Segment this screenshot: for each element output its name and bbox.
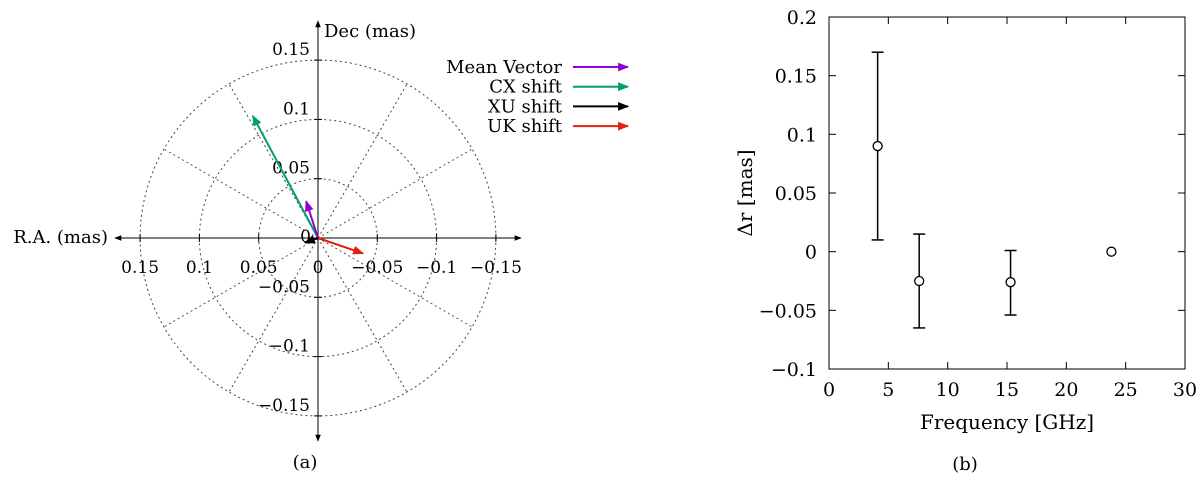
y-tick-label: 0.05: [775, 183, 817, 205]
ra-tick-label: 0.05: [240, 258, 278, 278]
y-tick-label: 0.1: [787, 124, 817, 146]
vector-mean-vector: [304, 200, 319, 239]
x-tick-label: 10: [936, 379, 960, 401]
frequency-ticks: 0 5 10 15 20 25 30: [823, 17, 1197, 401]
y-tick-label: 0.2: [787, 7, 817, 29]
vector-plot-panel: 0.15 0.1 0.05 0 −0.05 −0.1 −0.15 0.150.10.05−0…: [13, 20, 630, 473]
x-tick-label: 25: [1114, 379, 1138, 401]
data-point-1: [871, 51, 884, 241]
x-tick-label: 20: [1054, 379, 1078, 401]
data-point-3: [1004, 249, 1017, 316]
dec-tick-label: 0: [300, 227, 311, 247]
x-tick-label: 15: [995, 379, 1019, 401]
shift-vectors: [251, 114, 365, 255]
point-marker: [914, 275, 925, 287]
legend-label: XU shift: [488, 96, 563, 117]
dec-tick-label: 0.1: [283, 99, 310, 119]
x-tick-label: 0: [823, 379, 835, 401]
legend-label: CX shift: [489, 77, 563, 98]
grid-spoke-2: [317, 83, 408, 239]
ra-tick-label: 0.1: [186, 258, 213, 278]
plot-frame: [828, 16, 1186, 370]
ra-tick-label: −0.1: [416, 258, 457, 278]
panel-a-caption: (a): [293, 452, 318, 473]
x-tick-label: 30: [1173, 379, 1197, 401]
point-marker: [1106, 246, 1117, 257]
vector-uk-shift: [317, 237, 365, 255]
grid-spoke-1: [317, 148, 473, 239]
vector-xu-shift: [303, 235, 319, 244]
y-tick-label: −0.05: [759, 300, 817, 322]
legend-label: UK shift: [487, 116, 563, 137]
panel-b-caption: (b): [952, 454, 978, 475]
point-marker: [872, 140, 883, 152]
dec-tick-label: 0.05: [272, 159, 310, 179]
dec-tick-label: −0.1: [269, 337, 310, 357]
ra-tick-label: −0.05: [351, 258, 403, 278]
scatter-plot-panel: 0 5 10 15 20 25 30 −0.1 −0.05 0 0.05 0.1 0.15 0.2 Fr…: [733, 7, 1197, 475]
y-tick-label: −0.1: [771, 359, 817, 381]
delta-r-ticks: −0.1 −0.05 0 0.05 0.1 0.15 0.2: [759, 7, 1185, 381]
ra-tick-label: −0.15: [470, 258, 522, 278]
polar-axes: [114, 20, 522, 442]
dec-tick-label: −0.15: [258, 396, 310, 416]
legend-label: Mean Vector: [446, 57, 562, 78]
data-point-2: [913, 233, 926, 329]
vector-cx-shift: [251, 114, 319, 239]
ra-tick-labels: 0.15 0.1 0.05 0 −0.05 −0.1 −0.15: [121, 234, 522, 278]
x-tick-label: 5: [882, 379, 894, 401]
frequency-axis-label: Frequency [GHz]: [920, 410, 1094, 434]
data-point-4: [1106, 246, 1117, 257]
grid-spoke-11: [317, 237, 473, 328]
y-tick-label: 0.15: [775, 66, 817, 88]
ra-tick-label: 0.15: [121, 258, 159, 278]
dec-tick-label: 0.15: [272, 40, 310, 60]
data-points: [871, 51, 1117, 329]
ra-tick-label: 0: [313, 258, 324, 278]
ra-axis-label: R.A. (mas): [13, 227, 108, 248]
delta-r-axis-label: Δr [mas]: [733, 149, 757, 236]
dec-axis-label: Dec (mas): [324, 21, 416, 42]
point-marker: [1005, 277, 1016, 288]
dec-tick-label: −0.05: [258, 277, 310, 297]
y-tick-label: 0: [805, 242, 817, 264]
dec-tick-labels: 0.15 0.1 0.05 −0.05 −0.1 −0.15 0: [258, 40, 322, 417]
